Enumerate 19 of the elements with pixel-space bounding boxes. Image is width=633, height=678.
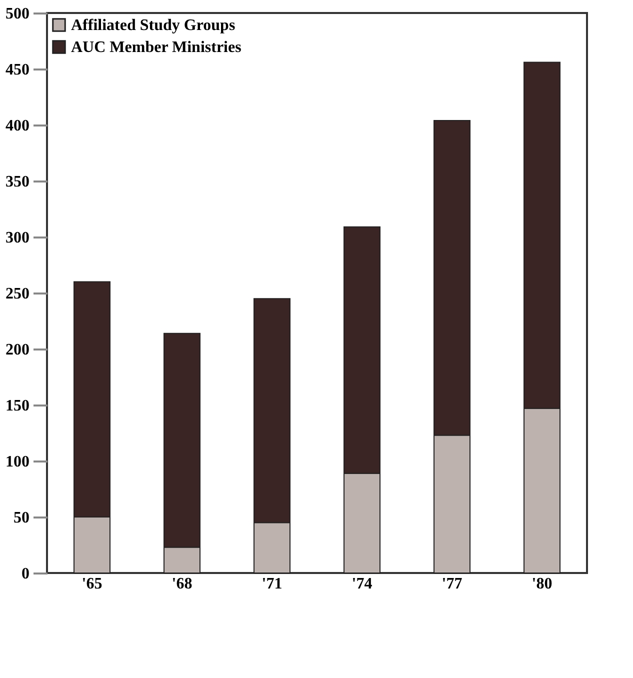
- y-tick-label: 450: [6, 62, 30, 78]
- y-tick-label: 500: [6, 6, 30, 22]
- y-tick-label: 400: [6, 118, 30, 134]
- y-tick-label: 350: [6, 174, 30, 190]
- x-tick-label: '77: [442, 576, 462, 592]
- legend-label: AUC Member Ministries: [71, 39, 242, 56]
- y-tick-label: 200: [6, 342, 30, 358]
- y-tick-label: 150: [6, 398, 30, 414]
- x-tick-label: '74: [352, 576, 372, 592]
- x-tick-label: '80: [532, 576, 552, 592]
- y-tick-label: 250: [6, 286, 30, 302]
- y-tick-label: 300: [6, 230, 30, 246]
- x-tick-label: '71: [262, 576, 282, 592]
- x-tick-label: '68: [172, 576, 192, 592]
- legend-label: Affiliated Study Groups: [71, 17, 236, 34]
- y-tick-label: 0: [22, 566, 30, 582]
- y-tick-label: 50: [14, 510, 30, 526]
- x-tick-label: '65: [82, 576, 102, 592]
- y-tick-label: 100: [6, 454, 30, 470]
